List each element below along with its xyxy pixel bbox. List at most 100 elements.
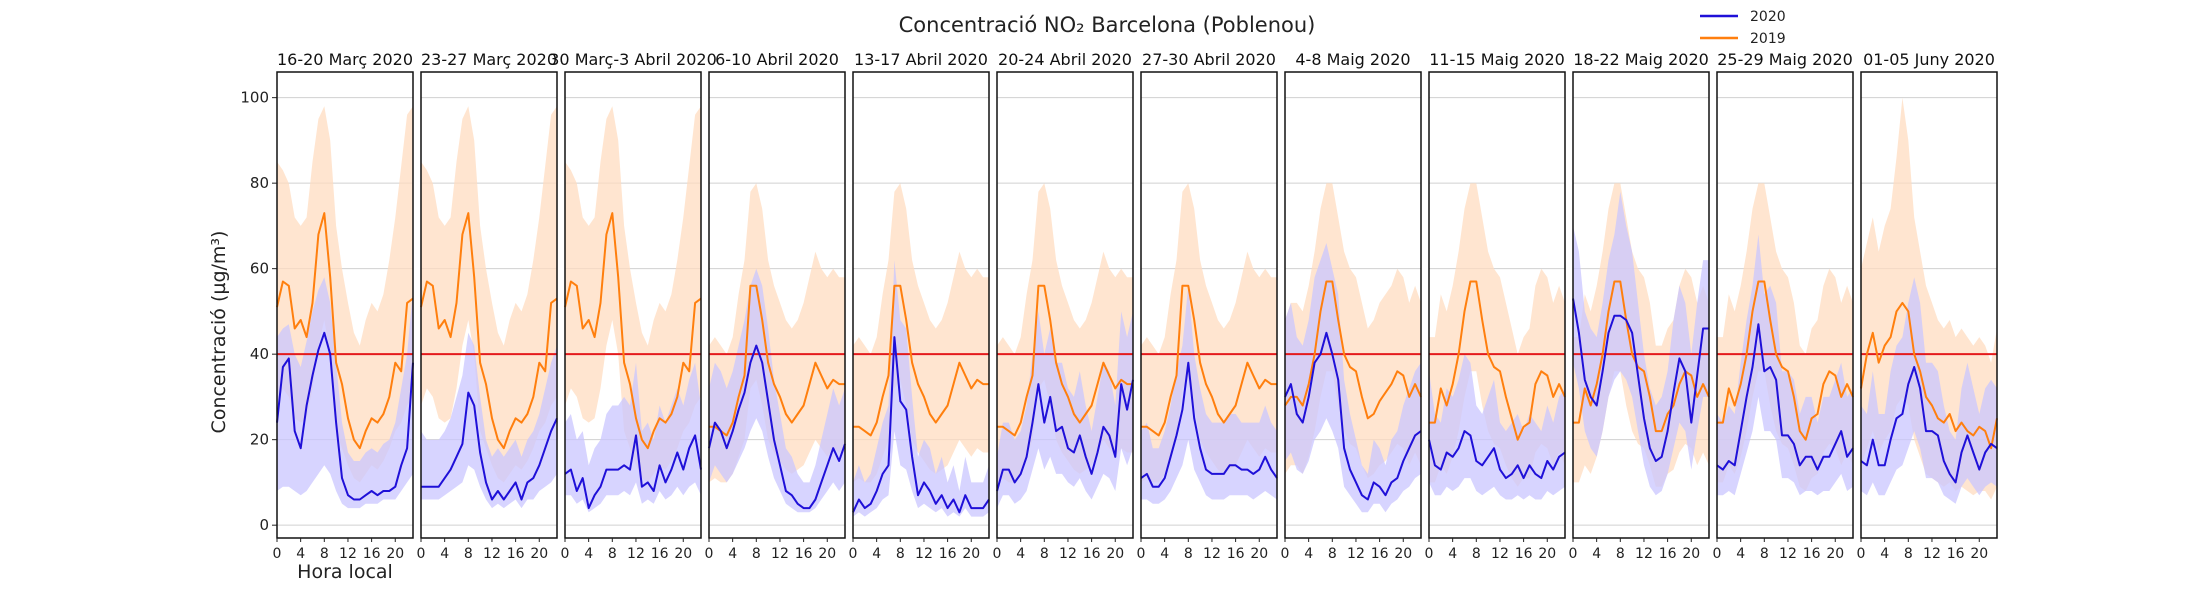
panel-2: 0 4 8 12 16 20 23-27 Març 2020 <box>417 50 558 562</box>
panel-frame <box>1140 71 1278 539</box>
x-tick-label: 8 <box>1760 546 1769 562</box>
x-tick-label: 20 <box>674 546 692 562</box>
x-tick-label: 12 <box>1635 546 1653 562</box>
x-tick-label: 0 <box>417 546 426 562</box>
series-2020-line <box>1716 323 1854 471</box>
x-tick-label: 8 <box>1472 546 1481 562</box>
x-tick-label: 4 <box>1592 546 1601 562</box>
chart-legend: 2020 2019 <box>1700 9 1786 47</box>
chart-title: Concentració NO₂ Barcelona (Poblenou) <box>899 13 1316 37</box>
x-tick-label: 4 <box>1304 546 1313 562</box>
panel-6: 0 4 8 12 16 20 20-24 Abril 2020 <box>993 50 1134 562</box>
x-tick-label: 16 <box>1659 546 1677 562</box>
x-tick-label: 12 <box>1779 546 1797 562</box>
panel-frame <box>420 71 558 539</box>
series-2020-line <box>421 391 558 501</box>
x-tick-label: 4 <box>1880 546 1889 562</box>
panel-title: 6-10 Abril 2020 <box>715 50 839 69</box>
x-tick-label: 4 <box>728 546 737 562</box>
panel-title: 23-27 Març 2020 <box>421 50 557 69</box>
series-2019-line <box>1429 280 1566 441</box>
y-tick-label: 60 <box>250 260 269 278</box>
series-2020-line <box>1428 430 1566 480</box>
panel-title: 30 Març-3 Abril 2020 <box>549 50 717 69</box>
band-2020 <box>565 362 701 513</box>
x-tick-label: 4 <box>584 546 593 562</box>
panel-frame <box>708 71 846 539</box>
panel-title: 01-05 Juny 2020 <box>1863 50 1995 69</box>
x-tick-label: 12 <box>483 546 501 562</box>
x-tick-label: 16 <box>363 546 381 562</box>
band-2019 <box>565 106 701 483</box>
x-tick-label: 20 <box>1250 546 1268 562</box>
panel-4: 0 4 8 12 16 20 6-10 Abril 2020 <box>705 50 846 562</box>
panel-title: 4-8 Maig 2020 <box>1295 50 1410 69</box>
series-2019-line <box>420 212 558 450</box>
panel-8: 0 4 8 12 16 20 4-8 Maig 2020 <box>1281 50 1422 562</box>
x-tick-label: 20 <box>1394 546 1412 562</box>
x-tick-label: 12 <box>771 546 789 562</box>
x-tick-label: 0 <box>1713 546 1722 562</box>
x-tick-label: 8 <box>1184 546 1193 562</box>
x-tick-label: 12 <box>339 546 357 562</box>
x-tick-label: 8 <box>464 546 473 562</box>
y-tick-label: 80 <box>250 174 269 192</box>
x-tick-label: 12 <box>915 546 933 562</box>
band-2019 <box>421 106 557 483</box>
band-2019 <box>1717 183 1853 491</box>
band-2020 <box>709 268 845 513</box>
x-tick-label: 20 <box>1826 546 1844 562</box>
band-2019 <box>853 183 989 483</box>
y-tick-label: 20 <box>250 431 269 449</box>
x-tick-label: 16 <box>1803 546 1821 562</box>
x-tick-label: 16 <box>939 546 957 562</box>
x-tick-label: 20 <box>386 546 404 562</box>
x-tick-label: 20 <box>818 546 836 562</box>
x-tick-label: 0 <box>849 546 858 562</box>
series-2019-line <box>564 212 702 450</box>
legend-label-2020: 2020 <box>1750 9 1786 25</box>
x-tick-label: 12 <box>1059 546 1077 562</box>
series-2019-line <box>709 284 845 437</box>
x-tick-label: 16 <box>1515 546 1533 562</box>
y-tick-label: 100 <box>240 89 269 107</box>
x-tick-label: 16 <box>1371 546 1389 562</box>
x-tick-label: 16 <box>1947 546 1965 562</box>
x-tick-label: 12 <box>1923 546 1941 562</box>
panel-11: 0 4 8 12 16 20 25-29 Maig 2020 <box>1713 50 1854 562</box>
series-2019-line <box>853 284 989 437</box>
series-2019-line <box>997 284 1133 437</box>
legend-label-2019: 2019 <box>1750 31 1786 47</box>
x-tick-label: 20 <box>1106 546 1124 562</box>
panel-frame <box>564 71 702 539</box>
x-tick-label: 16 <box>1227 546 1245 562</box>
x-tick-label: 0 <box>273 546 282 562</box>
series-2019-line <box>1717 280 1854 441</box>
x-tick-label: 4 <box>296 546 305 562</box>
x-tick-label: 16 <box>1083 546 1101 562</box>
x-tick-label: 0 <box>993 546 1002 562</box>
band-2020 <box>1285 243 1421 513</box>
panel-title: 27-30 Abril 2020 <box>1142 50 1276 69</box>
x-tick-label: 8 <box>1040 546 1049 562</box>
x-tick-label: 4 <box>872 546 881 562</box>
panel-frame <box>1428 71 1566 539</box>
series-2020-line <box>1140 361 1278 488</box>
x-tick-label: 20 <box>962 546 980 562</box>
x-axis-label: Hora local <box>297 561 393 583</box>
series-2020-line <box>276 331 414 501</box>
panel-frame <box>1860 71 1998 539</box>
y-axis-label: Concentració (µg/m³) <box>208 231 230 434</box>
band-2020 <box>1141 285 1277 504</box>
panel-5: 0 4 8 12 16 20 13-17 Abril 2020 <box>849 50 990 562</box>
x-tick-label: 16 <box>507 546 525 562</box>
x-tick-label: 4 <box>1448 546 1457 562</box>
x-tick-label: 12 <box>1491 546 1509 562</box>
x-tick-label: 0 <box>1281 546 1290 562</box>
panel-12: 0 4 8 12 16 20 01-05 Juny 2020 <box>1857 50 1998 562</box>
y-tick-label: 40 <box>250 345 269 363</box>
series-2020-line <box>564 434 702 510</box>
